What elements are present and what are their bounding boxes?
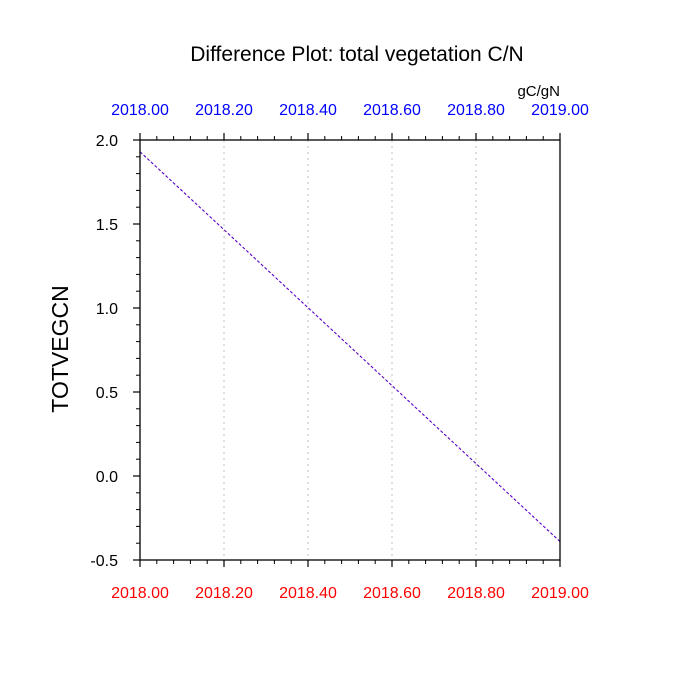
y-tick-label: 1.5 [96,217,118,234]
tick-labels: 2018.00 2018.00 2018.20 2018.20 2018.40 2018.… [90,102,589,602]
y-tick-label: 1.0 [96,301,118,318]
chart-title: Difference Plot: total vegetation C/N [190,43,523,66]
x-tick-label-bottom: 2018.40 [279,585,337,602]
x-tick-label-bottom: 2018.80 [447,585,505,602]
y-tick-label: 0.5 [96,385,118,402]
y-tick-label: -0.5 [90,553,118,570]
plot-frame [139,139,561,561]
y-tick-label: 0.0 [96,469,118,486]
x-tick-label-top: 2019.00 [531,102,589,119]
series-layer [139,151,561,542]
y-tick-label: 2.0 [96,133,118,150]
x-tick-label-top: 2018.00 [111,102,169,119]
units-label: gC/gN [517,83,560,100]
x-tick-label-bottom: 2018.00 [111,585,169,602]
x-tick-label-top: 2018.20 [195,102,253,119]
x-tick-label-bottom: 2018.60 [363,585,421,602]
series-line [139,151,561,542]
x-tick-label-top: 2018.60 [363,102,421,119]
grid-lines [223,140,477,560]
x-tick-label-bottom: 2019.00 [531,585,589,602]
y-axis-label: TOTVEGCN [47,285,73,412]
x-tick-label-top: 2018.40 [279,102,337,119]
minor-ticks [136,136,544,564]
x-tick-label-bottom: 2018.20 [195,585,253,602]
x-tick-label-top: 2018.80 [447,102,505,119]
major-ticks [133,133,561,567]
